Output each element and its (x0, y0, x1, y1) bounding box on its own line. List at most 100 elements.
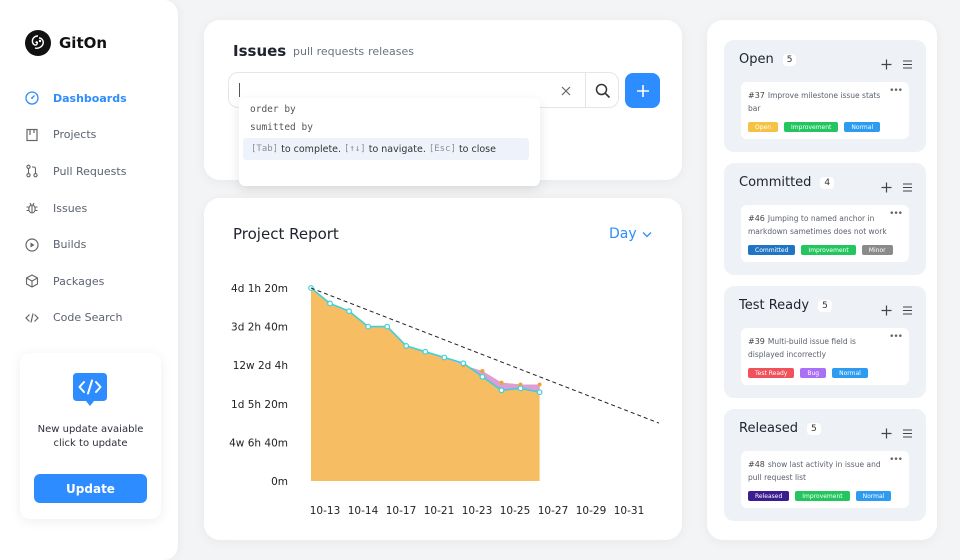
sidebar-item-builds[interactable]: Builds (24, 226, 164, 263)
column-count: 4 (820, 176, 835, 189)
issue-tag[interactable]: Improvement (795, 491, 850, 501)
more-options-icon[interactable]: ••• (889, 332, 903, 342)
plus-icon (636, 84, 649, 97)
plus-icon[interactable] (881, 178, 892, 193)
x-tick-label: 10-27 (538, 505, 569, 517)
issue-id: #48 (748, 460, 765, 469)
sidebar-item-projects[interactable]: Projects (24, 117, 164, 154)
plus-icon[interactable] (881, 424, 892, 439)
issue-tags: Open Improvement Normal (748, 122, 881, 132)
issue-card[interactable]: #39 Multi-build issue field is displayed … (741, 328, 909, 385)
y-tick-label: 12w 2d 4h (233, 360, 288, 372)
x-tick-label: 10-31 (614, 505, 645, 517)
issue-title: Multi-build issue field is displayed inc… (748, 337, 856, 359)
brand-name: GitOn (59, 34, 108, 52)
y-tick-label: 3d 2h 40m (231, 322, 288, 334)
issue-tag[interactable]: Released (748, 491, 790, 501)
sidebar-item-packages[interactable]: Packages (24, 263, 164, 300)
series-point-actual (460, 360, 467, 367)
issue-tag[interactable]: Normal (832, 368, 868, 378)
link-releases[interactable]: releases (368, 45, 414, 58)
menu-icon[interactable] (902, 178, 913, 192)
suggestion-dropdown: order by sumitted by [Tab] to complete. … (239, 98, 540, 186)
sidebar-item-label: Projects (53, 128, 97, 142)
issue-card[interactable]: #46 Jumping to named anchor in markdown s… (741, 205, 909, 262)
column-header: Open 5 (739, 52, 797, 67)
issue-tag[interactable]: Open (748, 122, 779, 132)
column-title: Released (739, 421, 799, 436)
sidebar-item-label: Packages (53, 274, 105, 288)
sidebar-item-dashboards[interactable]: Dashboards (24, 80, 164, 117)
suggestion-order-by[interactable]: order by (250, 104, 296, 115)
issue-tag[interactable]: Normal (855, 491, 892, 501)
suggestion-sumitted-by[interactable]: sumitted by (250, 122, 313, 133)
search-icon[interactable] (594, 82, 612, 100)
sidebar-item-issues[interactable]: Issues (24, 190, 164, 227)
board-column-committed: Committed 4 #46 Jumping to named anchor i… (724, 163, 926, 275)
brand[interactable]: GitOn (25, 30, 107, 56)
series-point-actual (479, 373, 486, 380)
link-pull-requests[interactable]: pull requests (293, 45, 365, 58)
sidebar-item-label: Code Search (53, 311, 123, 325)
issue-tag[interactable]: Test Ready (748, 368, 795, 378)
sidebar-item-pull-requests[interactable]: Pull Requests (24, 153, 164, 190)
update-message-line: click to update (53, 438, 128, 449)
code-update-icon (71, 371, 109, 409)
chevron-down-icon (642, 231, 652, 237)
column-title: Committed (739, 175, 812, 190)
issue-tag[interactable]: Bug (800, 368, 827, 378)
hint-text: to navigate. (368, 143, 426, 155)
y-tick-label: 1d 5h 20m (231, 399, 288, 411)
series-point-actual (365, 323, 372, 330)
x-tick-label: 10-21 (424, 505, 455, 517)
x-tick-label: 10-14 (348, 505, 379, 517)
update-button[interactable]: Update (34, 474, 147, 503)
close-icon[interactable] (558, 83, 574, 99)
series-point-actual (441, 354, 448, 361)
series-point-actual (346, 308, 353, 315)
sidebar-item-code-search[interactable]: Code Search (24, 300, 164, 337)
hint-text: to complete. (281, 143, 342, 155)
issues-title: Issues (233, 42, 287, 60)
issue-tags: Released Improvement Normal (748, 491, 892, 501)
series-point-actual (422, 348, 429, 355)
code-icon (24, 310, 39, 325)
issue-tag[interactable]: Committed (748, 245, 796, 255)
column-title: Open (739, 52, 774, 67)
hint-key: [↑↓] (344, 144, 366, 154)
x-tick-label: 10-17 (386, 505, 417, 517)
burndown-chart: 4d 1h 20m 3d 2h 40m 12w 2d 4h 1d 5h 20m 4w 6… (229, 283, 660, 517)
column-actions (881, 301, 913, 316)
column-count: 5 (807, 422, 821, 435)
more-options-icon[interactable]: ••• (889, 86, 903, 96)
more-options-icon[interactable]: ••• (889, 209, 903, 219)
period-select[interactable]: Day (609, 226, 652, 242)
board-column-released: Released 5 #48 show last activity in issu… (724, 409, 926, 521)
more-options-icon[interactable]: ••• (889, 455, 903, 465)
series-point-actual (498, 387, 505, 394)
x-tick-label: 10-13 (310, 505, 341, 517)
issue-summary: #39 Multi-build issue field is displayed … (748, 335, 888, 361)
sidebar: GitOn Dashboards Projects Pull Requests … (0, 0, 178, 560)
issue-tag[interactable]: Normal (844, 122, 881, 132)
issue-id: #46 (748, 214, 765, 223)
giton-logo-icon (25, 30, 51, 56)
issue-card[interactable]: #48 show last activity in issue and pull … (741, 451, 909, 508)
issue-title: show last activity in issue and pull req… (748, 460, 881, 482)
issue-tag[interactable]: Improvement (801, 245, 856, 255)
add-issue-button[interactable] (625, 73, 660, 108)
menu-icon[interactable] (902, 55, 913, 69)
x-tick-label: 10-23 (462, 505, 493, 517)
issue-tags: Test Ready Bug Normal (748, 368, 868, 378)
menu-icon[interactable] (902, 301, 913, 315)
issue-card[interactable]: #37 Improve milestone issue stats bar •••… (741, 82, 909, 139)
column-header: Test Ready 5 (739, 298, 832, 313)
menu-icon[interactable] (902, 424, 913, 438)
issue-tag[interactable]: Improvement (784, 122, 839, 132)
plus-icon[interactable] (881, 55, 892, 70)
column-title: Test Ready (739, 298, 810, 313)
plus-icon[interactable] (881, 301, 892, 316)
sidebar-nav: Dashboards Projects Pull Requests Issues… (24, 80, 164, 336)
issue-tag[interactable]: Minor (861, 245, 893, 255)
series-point-actual (327, 300, 333, 307)
